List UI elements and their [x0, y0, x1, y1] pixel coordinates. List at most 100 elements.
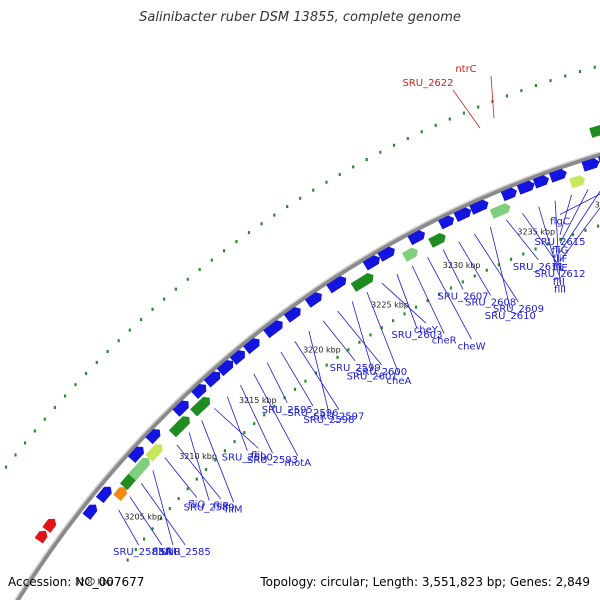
- gc-dot: [126, 558, 129, 562]
- gene-label: SRU_2598: [303, 415, 354, 426]
- gene-arrow: [190, 396, 211, 417]
- gc-dot: [549, 79, 552, 83]
- gc-dot: [163, 297, 166, 301]
- gene-label: SRU_2610: [485, 311, 536, 322]
- gc-dot: [365, 157, 368, 161]
- gene-label: fliJ: [553, 277, 565, 288]
- gc-dot: [448, 117, 451, 121]
- gc-dot: [304, 379, 307, 383]
- gc-dot: [151, 307, 154, 311]
- gene-arrow: [401, 247, 418, 262]
- genes-layer: [34, 125, 600, 544]
- gc-dot: [593, 65, 596, 69]
- tick-label: 3240 kbp: [595, 201, 600, 210]
- gc-dot: [142, 537, 146, 541]
- gene-label: SRU_2601: [347, 371, 398, 382]
- leader-line: [458, 241, 492, 296]
- leader-line: [442, 249, 464, 290]
- gc-dot: [204, 468, 208, 472]
- gc-dot: [522, 252, 525, 256]
- gene-label: fliR: [165, 547, 181, 558]
- metadata-text: Topology: circular; Length: 3,551,823 bp…: [260, 575, 590, 589]
- tick-label: 3220 kbp: [303, 345, 341, 354]
- gc-dot: [64, 394, 67, 398]
- gc-dot: [299, 196, 302, 200]
- gc-dot: [379, 150, 382, 154]
- gc-dot: [160, 517, 163, 521]
- gc-dot: [14, 453, 17, 457]
- gc-dot: [293, 387, 297, 391]
- gc-dot: [33, 429, 36, 433]
- gc-dot: [84, 371, 88, 375]
- gc-dot: [352, 165, 355, 169]
- gene-label: fliE: [552, 263, 567, 274]
- gene-arrow: [453, 207, 472, 222]
- gc-dot: [151, 527, 154, 531]
- gene-label: SRU_2585: [160, 547, 211, 558]
- gene-arrow: [229, 350, 245, 366]
- gc-dot: [564, 74, 567, 78]
- leader-line: [140, 483, 186, 546]
- gene-arrow: [82, 504, 98, 520]
- gc-dot: [95, 360, 98, 364]
- gene-arrow: [216, 360, 234, 377]
- gc-dot: [174, 287, 177, 291]
- leader-line: [294, 341, 340, 410]
- gene-label: SRU_2599: [330, 363, 381, 374]
- gc-dot: [420, 130, 423, 134]
- gc-dot: [314, 371, 318, 375]
- gene-arrow: [191, 384, 207, 400]
- leader-line: [253, 373, 299, 456]
- gc-dot: [406, 136, 409, 140]
- gc-dot: [403, 312, 406, 316]
- gene-arrow: [489, 203, 511, 219]
- tick-label: 3225 kbp: [371, 300, 409, 309]
- gc-dot: [186, 277, 189, 281]
- accession-text: Accession: NC_007677: [8, 575, 145, 589]
- gc-dot: [426, 299, 429, 303]
- tick-label: 3235 kbp: [517, 228, 555, 237]
- leader-line: [164, 457, 198, 498]
- leader-line: [351, 301, 373, 370]
- gene-arrow: [168, 416, 190, 438]
- gene-label: flhA: [152, 547, 172, 558]
- gc-dot: [168, 507, 171, 511]
- gc-dots-layer: [4, 65, 600, 562]
- gc-dot: [497, 263, 500, 267]
- leader-line: [489, 226, 511, 309]
- leader-line: [214, 408, 259, 449]
- gc-dot: [434, 123, 437, 127]
- gene-label: fliF: [553, 254, 568, 265]
- gc-dot: [223, 449, 227, 453]
- gc-dot: [391, 319, 395, 323]
- gc-dot: [195, 477, 198, 481]
- gene-arrow: [548, 168, 567, 183]
- gc-dot: [273, 213, 276, 217]
- gc-dot: [534, 247, 537, 251]
- gc-dot: [461, 280, 464, 284]
- gene-label: SRU_2597: [313, 411, 364, 422]
- gc-dot: [578, 70, 582, 74]
- leader-line: [188, 432, 210, 501]
- gc-dot: [128, 328, 131, 332]
- gc-dot: [571, 233, 574, 237]
- leader-line: [308, 330, 330, 414]
- leader-line-red: [490, 75, 495, 119]
- gc-dot: [233, 440, 236, 444]
- tick-label: 3200 kbp: [75, 577, 113, 586]
- gc-dot: [117, 339, 120, 343]
- gene-arrow: [581, 158, 600, 172]
- gene-arrow: [362, 255, 380, 271]
- gene-arrow: [469, 199, 489, 215]
- gene-arrow: [589, 125, 600, 138]
- leader-line: [366, 291, 400, 375]
- gene-arrow: [127, 446, 145, 463]
- leader-line: [538, 206, 560, 275]
- leader-line: [280, 351, 314, 407]
- gene-label: cheY: [414, 325, 439, 336]
- gene-label: SRU_2593: [247, 455, 298, 466]
- gc-dot: [263, 413, 266, 417]
- gene-label-red: SRU_2622: [402, 78, 453, 89]
- gc-dot: [325, 180, 328, 184]
- gene-label: fliL: [251, 450, 266, 461]
